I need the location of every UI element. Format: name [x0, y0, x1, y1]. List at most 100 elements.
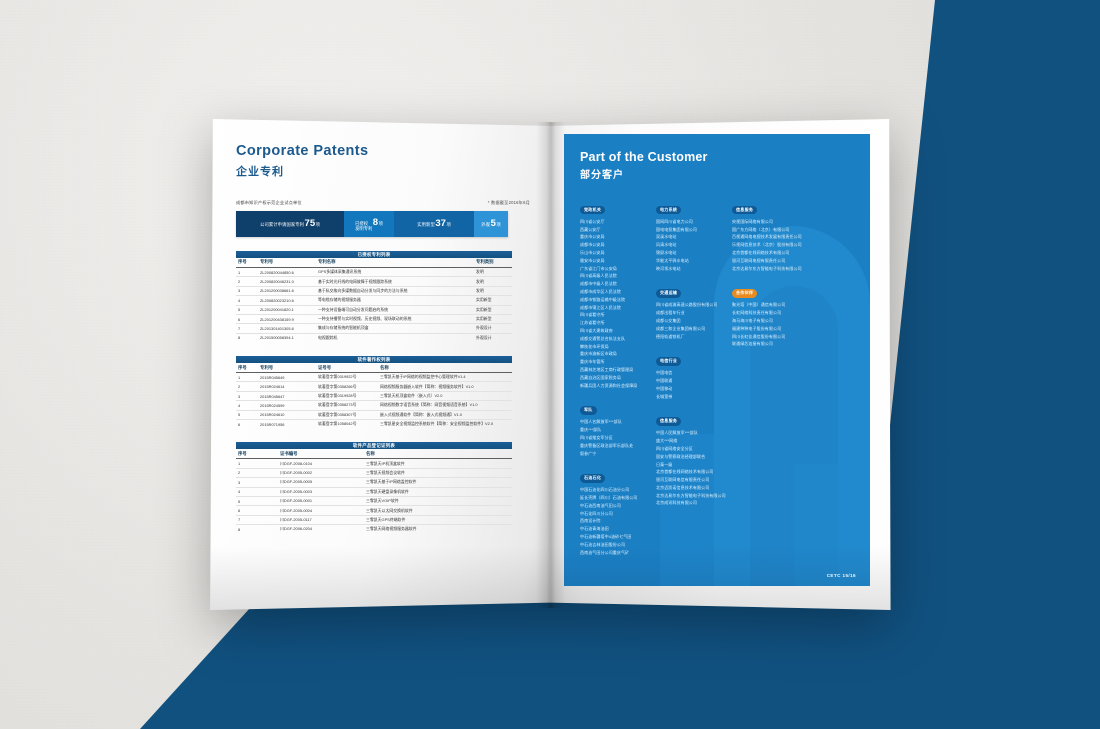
table-row: 6 川DGF-2005-0004 三零凯天以太网交换机软件	[236, 506, 512, 516]
col-header-no: 序号	[238, 450, 247, 456]
table-software-copyright-header: 序号 专利号 证号号 名称	[236, 363, 512, 374]
table-cell: 三零凯天VOIP软件	[366, 498, 399, 504]
table-cell: 3	[238, 479, 241, 485]
table-cell: 嵌入式视频通软件【简称：嵌入式视频通】V1.0	[380, 411, 462, 417]
customer-list-item: 延长壳牌（四川）石油有限公司	[580, 494, 638, 500]
table-software-product-body: 1 川DGF-2008-0104 三零凯天IP机顶盒软件 2 川DGF-2005-000…	[236, 459, 512, 533]
table-cell: 5	[238, 498, 241, 504]
stat-design-unit: 项	[496, 222, 501, 228]
table-cell: 软著登字第0319928号	[318, 393, 357, 399]
customer-list-item: 日泰一级	[656, 461, 673, 467]
table-cell: ZL201200438159.9	[260, 316, 294, 322]
table-cell: 7	[238, 517, 241, 523]
table-cell: 川DGF-2005-0117	[280, 516, 312, 522]
customer-category-badge: 电信行业	[656, 356, 682, 366]
table-cell: 三零凯天机顶盒软件（嵌入式）V2.0	[380, 393, 443, 399]
table-cell: 发明	[476, 287, 484, 293]
customer-list-item: 西藏公安厅	[580, 226, 601, 232]
table-cell: 7	[238, 325, 241, 331]
table-cell: 三零凯天以太网交换机软件	[366, 507, 413, 513]
table-row: 8 ZL201500058394.1 电视跟踪机 外观设计	[236, 334, 512, 342]
table-cell: 1	[238, 461, 241, 467]
customer-list-item: 国广东方网络（北京）有限公司	[732, 226, 790, 232]
table-cell: 4	[238, 297, 241, 303]
stat-design-value: 5	[490, 218, 496, 230]
table-row: 2 2015R024614 软著登字第0358266号 网络视频服务器嵌入软件【简称：…	[236, 382, 512, 392]
customer-category-badge: 石油石化	[580, 473, 606, 483]
table-cell: 三零凯天IP机顶盒软件	[366, 460, 405, 466]
customer-list-item: 重庆市渝新区市政局	[580, 351, 617, 357]
table-cell: 3	[238, 393, 241, 399]
page-title-cn: 企业专利	[236, 165, 284, 178]
right-page-title-cn: 部分客户	[580, 170, 624, 181]
customer-list-item: 四川长虹佳通信股份有限公司	[732, 333, 786, 339]
table-row: 2 川DGF-2005-0002 三零凯天视频会议软件	[236, 469, 512, 479]
col-header-patent-no: 专利号	[260, 259, 274, 265]
table-row: 5 川DGF-2005-0001 三零凯天VOIP软件	[236, 497, 512, 507]
table-row: 3 ZL201200038661.6 基于私交故向多媒数据自动分发与同步的方法与系统…	[236, 287, 512, 297]
table-cell: ZL201200041820.1	[260, 307, 294, 313]
stat-total-label: 公司累计申请国家专利	[260, 222, 305, 228]
table-cell: 三零凯星安全视频监控系统软件【简称：安全视频监控软件】V2.0	[380, 421, 494, 427]
table-software-product-header: 序号 证书编号 名称	[236, 449, 512, 460]
customer-list-item: 双溪水电站	[656, 234, 677, 240]
table-row: 5 ZL201200041820.1 一种支持设备端可自动分发问题启的系统 实用新型	[236, 306, 512, 315]
watermark-arch-graphic	[660, 226, 870, 586]
customer-column: 党政机关 四川省公安厅 西藏公安厅 重庆市公安局 成都市公安局 乐山市公安局 雅安市公安局广…	[580, 198, 656, 556]
table-cell: ZL201200038661.6	[260, 288, 294, 294]
customer-column: 电力系统 国网四川省电力公司 国电电投集团有限公司 双溪水电站 风清水电站 锦屏水电站 华能…	[656, 198, 732, 556]
table-cell: 川DGF-2006-0204	[280, 526, 313, 532]
customer-list-item: 成都市铁路运输中级法院	[580, 296, 626, 302]
table-cell: 5	[238, 412, 241, 418]
customer-list-item: 国网四川省电力公司	[656, 218, 693, 224]
customer-list-item: 映河坝水电站	[656, 265, 681, 271]
table-cell: 三零凯天基于IP网络监控软件	[366, 479, 417, 485]
customer-list-item: 北京迈凯诺信息技术有限公司	[656, 484, 710, 490]
customer-category-badge: 电力系统	[656, 205, 682, 215]
customer-list-item: 四川省看守所	[580, 312, 605, 318]
table-cell: 外观设计	[476, 325, 492, 331]
note-row: 成都市知识产权示范企业试点单位 * 数据截至2016年6月	[236, 200, 530, 206]
customer-list-item: 中国石油化四川石油分公司	[580, 487, 630, 493]
customer-list-item: 国电电投集团有限公司	[656, 226, 697, 232]
left-page-curl-shadow	[210, 546, 550, 610]
customer-list-item: 福建种种电子股份有限公司	[732, 325, 782, 331]
stat-invention-label2: 发明专利	[355, 225, 373, 231]
customer-list-item: 风清水电站	[656, 242, 677, 248]
customer-list-item: 重庆市公安局	[580, 234, 605, 240]
table-cell: 发明	[476, 269, 484, 275]
table-cell: 网络视频数字语音系统【简称：网音视频语音系统】V1.0	[380, 402, 478, 408]
customer-list-item: 成都公交集团	[656, 317, 681, 323]
customer-list-item: 百视通网络电视技术发展有限责任公司	[732, 234, 802, 240]
stat-utility-value: 37	[435, 218, 446, 230]
customer-list-item: 银河互联网电视有限责任公司	[732, 257, 786, 263]
table-cell: 2015R024599	[260, 402, 285, 408]
table-row: 1 ZL200820044850.6 GPS多媒体采集通讯系统 发明	[236, 268, 512, 278]
customer-list-item: 雅安市公安局	[580, 257, 605, 263]
customer-list-item: 西南设计院	[580, 518, 601, 524]
stat-design-label: 外观	[481, 222, 491, 228]
stat-total-value: 75	[304, 218, 316, 230]
table-row: 6 2015R071956 软著登字第1058042号 三零凯星安全视频监控系统软件【…	[236, 420, 512, 428]
customer-list-item: 江苏省看守所	[580, 320, 605, 326]
customer-list-item: 央视国际网络有限公司	[732, 218, 773, 224]
stat-total-unit: 项	[315, 222, 320, 228]
stat-invention-value: 8	[372, 216, 379, 228]
customer-list-item: 四川省公安厅	[580, 218, 605, 224]
customer-category-badge: 合作伙伴	[732, 289, 758, 298]
customer-list-item: 乐视网信息技术（北京）股份有限公司	[732, 242, 802, 248]
customer-list-item: 华能太平驿水电站	[656, 257, 689, 263]
table-cell: 网络视频服务器嵌入软件【简称：视频服务软件】V1.0	[380, 383, 474, 389]
customer-list-item: 中国联通	[656, 378, 673, 384]
customer-list-item: 中国移动	[656, 385, 673, 391]
customer-list-item: 攀枝花市环保局	[580, 343, 609, 349]
right-page-title-en: Part of the Customer	[580, 150, 708, 164]
table-cell: 等电缆存储的视频服务器	[318, 297, 361, 303]
customer-list-item: 北京首都在线网络技术有限公司	[656, 469, 714, 475]
customer-list-item: 西藏林芝地区工商行政管理局	[580, 367, 634, 373]
table-cell: 川DGF-2005-0001	[280, 498, 313, 504]
stat-invention-label1: 已授权	[355, 220, 368, 226]
table-cell: 2	[238, 470, 241, 476]
group-gap	[732, 272, 810, 281]
table-row: 1 2015R045649 软著登字第0319922号 三零凯天基于IP网络的视频监控…	[236, 373, 512, 383]
